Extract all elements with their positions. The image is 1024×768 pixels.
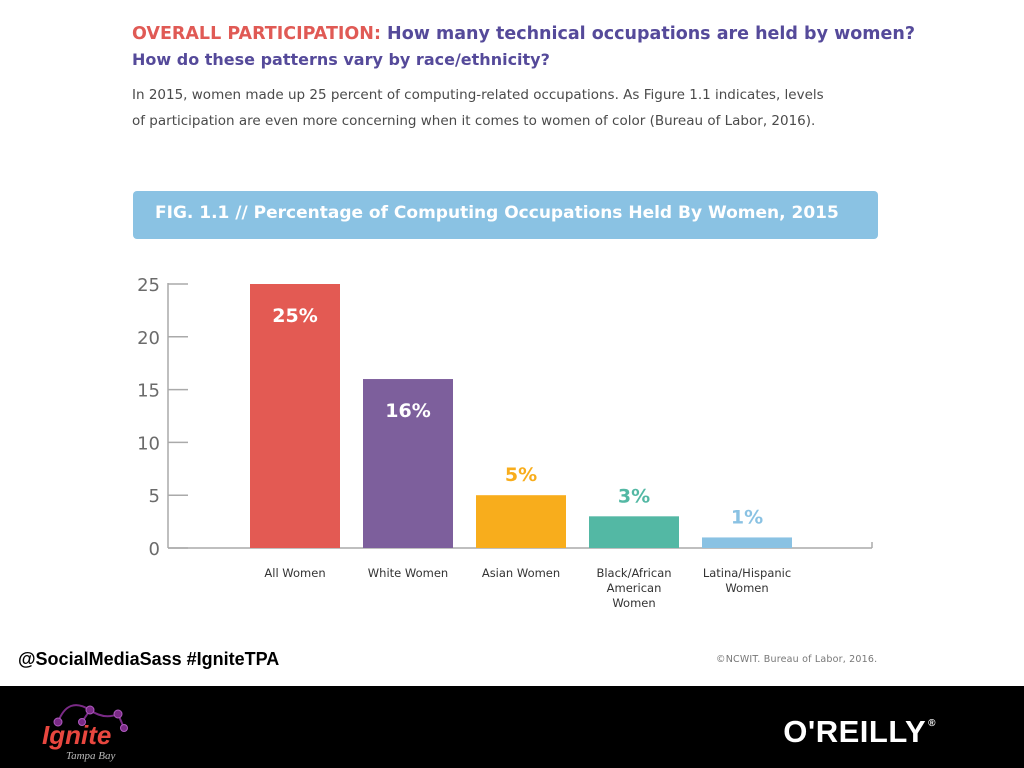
y-tick-label: 10 [137,433,160,454]
bar-5 [702,537,792,548]
intro-line-2: of participation are even more concernin… [132,113,816,129]
source-credit: ©NCWIT. Bureau of Labor, 2016. [716,654,878,665]
y-tick-label: 5 [149,486,160,507]
registered-mark: ® [928,718,936,729]
ignite-logo-subtext: Tampa Bay [66,750,116,762]
bar-data-label: 5% [505,464,537,486]
oreilly-logo: O'REILLY ® [783,714,936,750]
bar-data-label: 3% [618,485,650,507]
heading-kicker: OVERALL PARTICIPATION: [132,24,381,44]
figure-title-banner: FIG. 1.1 // Percentage of Computing Occu… [133,191,878,239]
y-tick-label: 0 [149,539,160,560]
bar-1 [250,284,340,548]
oreilly-logo-text: O'REILLY [783,714,927,749]
intro-line-1: In 2015, women made up 25 percent of com… [132,87,824,103]
page-heading: OVERALL PARTICIPATION: How many technica… [132,22,915,46]
heading-subquestion: How do these patterns vary by race/ethni… [132,50,550,69]
x-tick-label: Asian Women [482,566,560,580]
x-tick-label: All Women [264,566,325,580]
bar-2 [363,379,453,548]
bar-data-label: 16% [385,400,430,422]
y-tick-label: 20 [137,328,160,349]
x-tick-label: Latina/Hispanic Women [703,566,791,595]
social-handle: @SocialMediaSass #IgniteTPA [18,649,280,669]
heading-question: How many technical occupations are held … [387,24,915,44]
x-tick-label: Black/African American Women [596,566,671,610]
bar-4 [589,516,679,548]
intro-paragraph: In 2015, women made up 25 percent of com… [132,82,892,134]
y-tick-label: 25 [137,275,160,296]
bar-3 [476,495,566,548]
ignite-spark-icon [53,704,128,732]
ignite-logo-text: Ignite [42,720,112,750]
bar-data-label: 1% [731,506,763,528]
bottom-brand-bar: Ignite Tampa Bay O'REILLY ® [0,686,1024,768]
x-tick-label: White Women [368,566,448,580]
bar-data-label: 25% [272,305,317,327]
bar-chart: 0 5 10 15 20 25 25% All Women 16% White Women 5% As… [137,275,873,610]
figure-title: FIG. 1.1 // Percentage of Computing Occu… [155,203,839,223]
y-tick-label: 15 [137,381,160,402]
